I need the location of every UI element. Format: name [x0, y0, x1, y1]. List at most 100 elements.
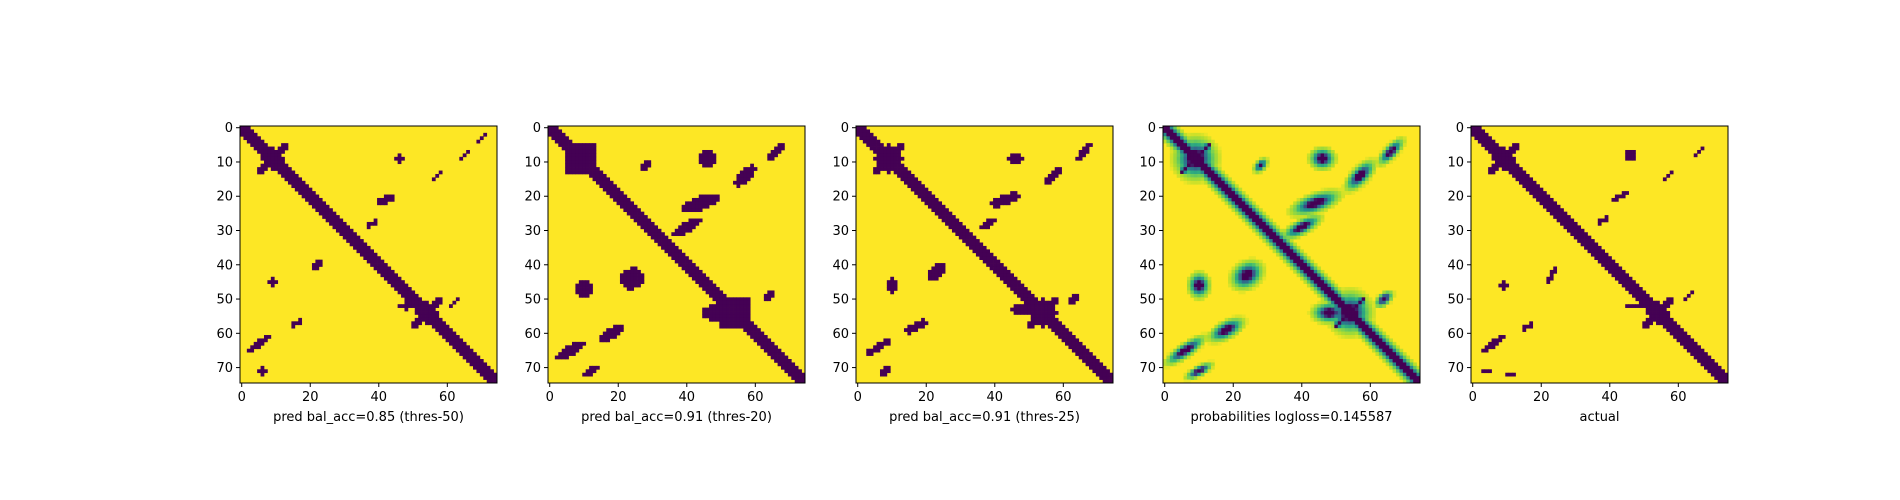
heatmap-cell [873, 139, 877, 144]
heatmap-cell [1330, 153, 1335, 158]
heatmap-cell [1344, 177, 1349, 182]
heatmap-cell [879, 167, 884, 171]
heatmap-cell [1300, 266, 1304, 271]
heatmap-cell [486, 369, 491, 374]
heatmap-cell [1085, 362, 1090, 367]
heatmap-cell [1173, 167, 1178, 171]
heatmap-cell [1662, 304, 1667, 308]
heatmap-cell [1351, 317, 1356, 322]
heatmap-cell [1488, 167, 1492, 171]
heatmap-cell [1217, 163, 1222, 168]
heatmap-cell [1611, 266, 1616, 271]
heatmap-cell [941, 215, 946, 219]
heatmap-cell [1330, 156, 1335, 161]
heatmap-cell [890, 283, 895, 288]
heatmap-cell [1724, 376, 1729, 380]
heatmap-cell [1361, 335, 1366, 339]
heatmap-cell [1501, 163, 1506, 168]
heatmap-cell [401, 287, 405, 291]
heatmap-cell [736, 173, 741, 178]
heatmap-cell [1085, 355, 1090, 360]
heatmap-cell [630, 266, 635, 271]
heatmap-cell [1034, 297, 1038, 302]
heatmap-cell [1471, 129, 1475, 134]
heatmap-cell [1341, 307, 1345, 312]
heatmap-cell [722, 297, 727, 302]
heatmap-cell [1649, 307, 1653, 312]
heatmap-cell [1348, 328, 1352, 332]
heatmap-cell [1197, 156, 1202, 161]
heatmap-cell [801, 376, 806, 380]
heatmap-cell [1200, 167, 1205, 171]
heatmap-cell [1234, 324, 1239, 329]
heatmap-cell [1389, 348, 1393, 353]
heatmap-cell [1327, 187, 1332, 192]
heatmap-cell [1248, 269, 1253, 274]
heatmap-cell [1491, 167, 1496, 171]
heatmap-cell [1217, 167, 1222, 171]
x-tick-label: 40 [371, 390, 388, 405]
heatmap-cell [633, 266, 638, 271]
heatmap-cell [1207, 362, 1212, 367]
heatmap-cell [760, 331, 765, 336]
heatmap-cell [329, 218, 333, 223]
heatmap-cell [1068, 338, 1073, 343]
heatmap-cell [1378, 355, 1383, 360]
x-tick-label: 0 [854, 390, 862, 405]
heatmap-cell [1169, 149, 1174, 154]
heatmap-cell [571, 146, 576, 151]
heatmap-cell [462, 348, 467, 353]
heatmap-cell [1662, 314, 1667, 319]
heatmap-cell [462, 352, 467, 356]
heatmap-cell [1204, 338, 1208, 343]
heatmap-cell [329, 208, 333, 213]
heatmap-cell [1536, 184, 1540, 189]
heatmap-cell [979, 256, 984, 260]
heatmap-cell [1597, 249, 1602, 254]
heatmap-cell [1207, 365, 1212, 370]
heatmap-cell [1245, 263, 1250, 267]
y-tick-label: 10 [1447, 155, 1464, 170]
heatmap-cell [1512, 170, 1516, 175]
heatmap-cell [616, 187, 621, 192]
heatmap-cell [1549, 276, 1554, 281]
heatmap-cell [1656, 300, 1660, 305]
heatmap-cell [1006, 156, 1011, 161]
heatmap-cell [1017, 287, 1021, 291]
heatmap-cell [1594, 249, 1599, 254]
heatmap-cell [1317, 314, 1321, 319]
heatmap-cell [1317, 160, 1321, 165]
heatmap-cell [927, 276, 932, 281]
heatmap-cell [1078, 345, 1083, 350]
heatmap-cell [1183, 170, 1188, 175]
heatmap-cell [325, 215, 330, 219]
heatmap-cell [712, 307, 717, 312]
heatmap-cell [1255, 228, 1260, 233]
heatmap-cell [750, 321, 754, 326]
heatmap-cell [640, 221, 645, 226]
heatmap-cell [1341, 324, 1345, 329]
heatmap-cell [1224, 321, 1229, 326]
heatmap-cell [1494, 167, 1499, 171]
heatmap-cell [1228, 331, 1232, 336]
heatmap-cell [1553, 266, 1558, 271]
heatmap-cell [1313, 314, 1318, 319]
heatmap-cell [1193, 177, 1198, 182]
heatmap-cell [1183, 146, 1188, 151]
heatmap-cell [1354, 304, 1359, 308]
heatmap-cell [1210, 184, 1215, 189]
heatmap-cell [558, 132, 563, 137]
heatmap-cell [1549, 201, 1554, 206]
heatmap-cell [1327, 304, 1332, 308]
heatmap-cell [1601, 256, 1605, 260]
heatmap-cell [1200, 149, 1205, 154]
heatmap-cell [1193, 149, 1198, 154]
heatmap-cell [1327, 324, 1332, 329]
heatmap-cell [1010, 153, 1014, 158]
heatmap-cell [1614, 194, 1619, 199]
heatmap-cell [739, 321, 744, 326]
heatmap-cell [951, 221, 956, 226]
heatmap-cell [623, 197, 628, 202]
heatmap-cell [257, 139, 261, 144]
heatmap-cell [1163, 359, 1167, 363]
